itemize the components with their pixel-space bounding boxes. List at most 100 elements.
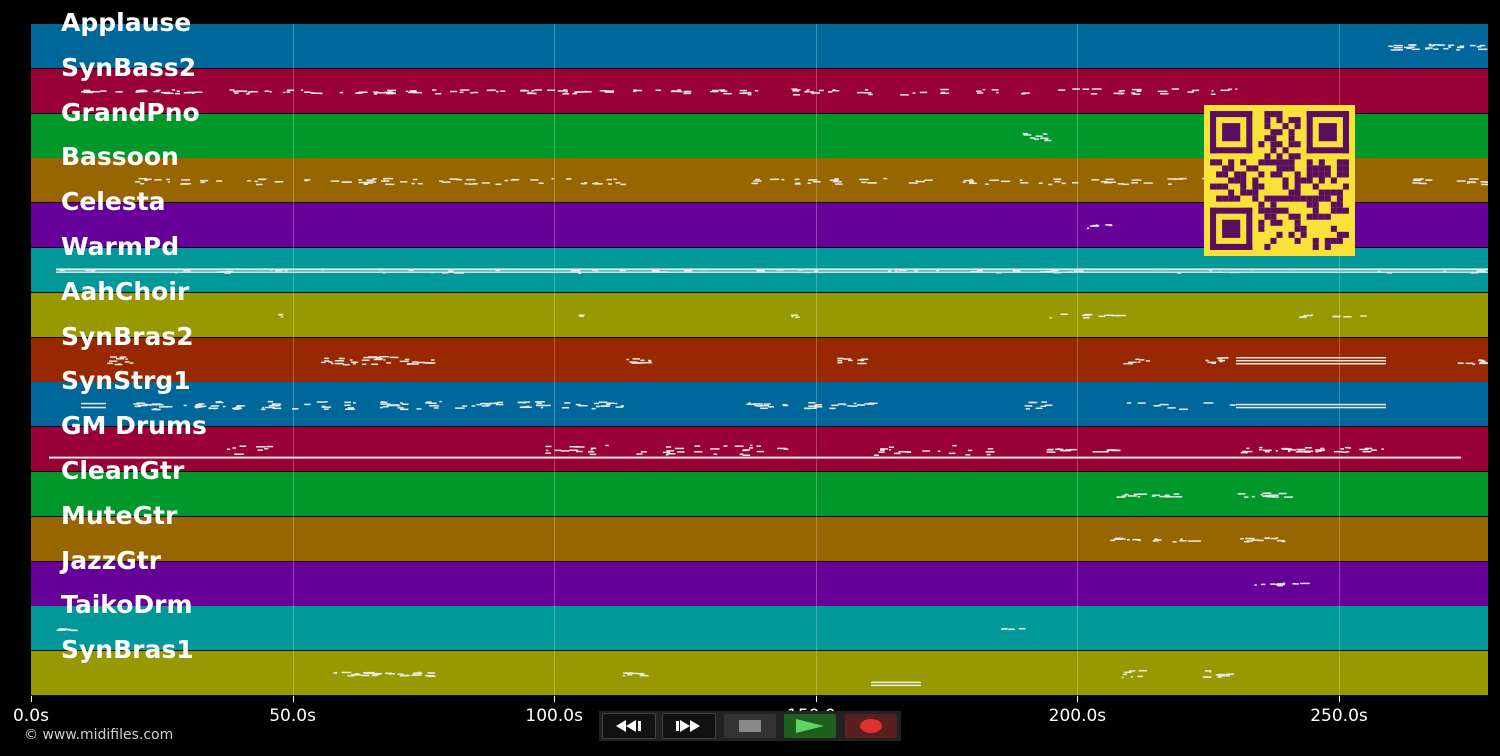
note [976,269,983,272]
qr-module [1318,213,1325,220]
note [1120,538,1126,540]
note [245,92,250,95]
track-lane[interactable] [31,516,1488,562]
note [400,181,408,183]
qr-module [1342,171,1349,178]
note [1110,539,1115,542]
note [864,89,869,91]
note [791,315,794,318]
qr-module [1336,207,1343,214]
note [1244,450,1253,453]
note [247,180,252,182]
note [1048,183,1053,186]
track-lane[interactable] [31,24,1488,69]
track-lane[interactable] [31,606,1488,652]
note [1465,362,1474,365]
note [1476,270,1486,272]
note [59,269,65,272]
note [542,404,551,407]
note [137,91,141,93]
note [520,406,529,408]
track-lane[interactable] [31,292,1488,338]
note [1370,449,1377,451]
fast-forward-button[interactable] [659,711,719,741]
note [1038,182,1043,184]
note [1332,315,1341,318]
note [461,271,465,274]
qr-module [1318,123,1337,142]
track-lane[interactable] [31,427,1488,473]
stop-button[interactable] [720,711,780,741]
note [234,407,239,409]
note [671,90,677,92]
note [640,451,647,453]
note [1413,178,1421,180]
note [358,91,368,93]
qr-module [1270,141,1277,148]
note [847,405,852,407]
note [1469,178,1479,180]
note [1073,270,1084,273]
note [575,450,583,453]
note [971,180,975,183]
note [342,363,350,366]
note [751,182,759,185]
track-lane[interactable] [31,561,1488,607]
track-lane[interactable] [31,337,1488,383]
fast-forward-icon [676,720,701,732]
note [598,401,608,403]
play-button[interactable] [780,711,840,741]
note [804,407,812,410]
note [655,89,662,92]
note [471,405,476,407]
note [1040,137,1049,140]
note [1053,269,1059,272]
track-label: SynBass2 [61,52,197,82]
note [1117,183,1125,185]
record-button[interactable] [841,711,901,741]
note [1187,91,1195,93]
note [383,179,386,182]
note [1067,271,1073,273]
qr-module [1276,153,1283,160]
note [255,183,263,186]
note [837,357,844,360]
note [324,357,329,360]
note [81,402,106,405]
note [620,183,627,186]
qr-module [1318,177,1325,184]
track-lane[interactable] [31,651,1488,697]
rewind-button[interactable] [599,711,659,741]
note [1403,46,1410,49]
qr-module [1294,195,1301,202]
note [637,672,645,675]
note [380,403,391,405]
qr-module [1234,195,1241,202]
qr-module [1240,183,1247,190]
note [433,407,439,409]
note [404,358,410,361]
note [631,362,642,364]
note [292,408,297,410]
note [311,92,322,94]
note [853,402,857,405]
note [604,91,614,93]
note [304,91,311,93]
note [1428,43,1432,46]
note [371,674,378,677]
qr-module [1270,219,1277,226]
qr-module [1240,177,1247,184]
note [444,272,449,274]
note [1469,44,1476,47]
note [1138,493,1148,495]
note [1084,313,1093,316]
note [831,89,840,92]
note [1481,183,1488,186]
note [1092,451,1102,453]
note [756,445,761,447]
note [1039,271,1047,273]
note [134,181,141,183]
note [868,93,873,96]
note [234,453,244,455]
grid-line [554,24,556,696]
